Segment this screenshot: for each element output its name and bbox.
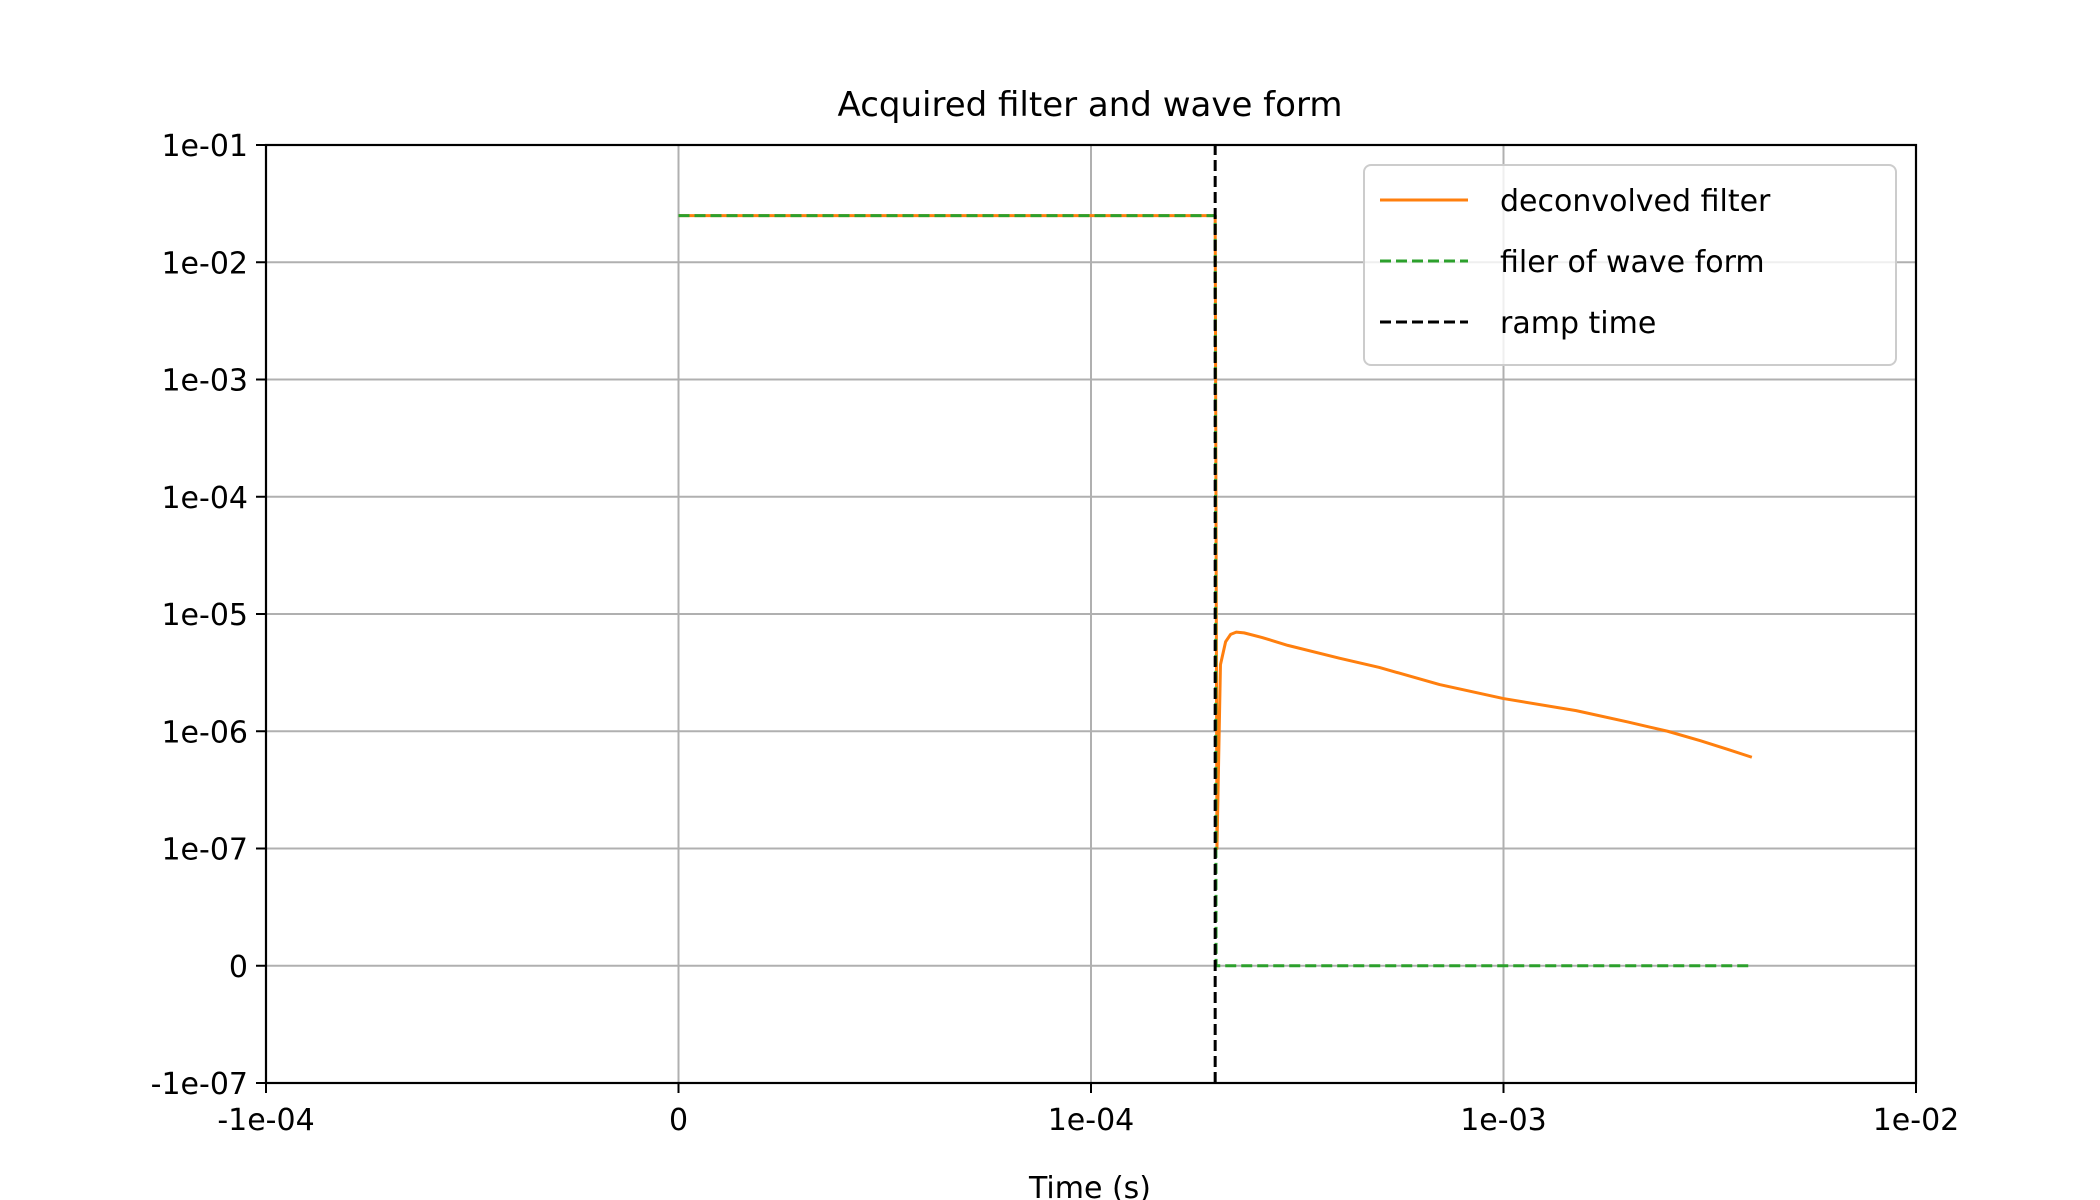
series-line-deconvolved-filter <box>678 214 1753 850</box>
series-line-filer-of-wave-form <box>678 214 1752 968</box>
x-axis-ticks: -1e-04 0 1e-04 1e-03 1e-02 <box>217 1083 1959 1138</box>
x-tick-label: 1e-03 <box>1460 1103 1547 1138</box>
legend-label: filer of wave form <box>1500 245 1765 280</box>
plot-series <box>678 145 1753 1083</box>
x-tick-label: 1e-02 <box>1873 1103 1960 1138</box>
y-tick-label: 1e-03 <box>161 364 248 399</box>
y-tick-label: 1e-04 <box>161 481 248 516</box>
chart-title: Acquired filter and wave form <box>838 85 1343 125</box>
legend-label: deconvolved filter <box>1500 184 1771 219</box>
y-tick-label: 1e-02 <box>161 246 248 281</box>
x-axis-label: Time (s) <box>1028 1171 1151 1200</box>
y-tick-label: 1e-05 <box>161 598 248 633</box>
y-tick-label: -1e-07 <box>151 1067 248 1102</box>
y-tick-label: 1e-07 <box>161 833 248 868</box>
y-tick-label: 0 <box>229 950 248 985</box>
legend-frame <box>1363 164 1897 366</box>
legend-label: ramp time <box>1500 306 1656 341</box>
y-tick-label: 1e-06 <box>161 715 248 750</box>
legend-entries: deconvolved filter filer of wave form ramp… <box>1380 184 1771 341</box>
y-axis-ticks: -1e-07 0 1e-07 1e-06 1e-05 1e-04 1e-03 1e-02 1e-… <box>151 129 266 1102</box>
x-tick-label: 1e-04 <box>1048 1103 1135 1138</box>
x-tick-label: 0 <box>669 1103 688 1138</box>
x-tick-label: -1e-04 <box>217 1103 314 1138</box>
legend: deconvolved filter filer of wave form ramp… <box>1363 164 1897 366</box>
y-tick-label: 1e-01 <box>161 129 248 164</box>
